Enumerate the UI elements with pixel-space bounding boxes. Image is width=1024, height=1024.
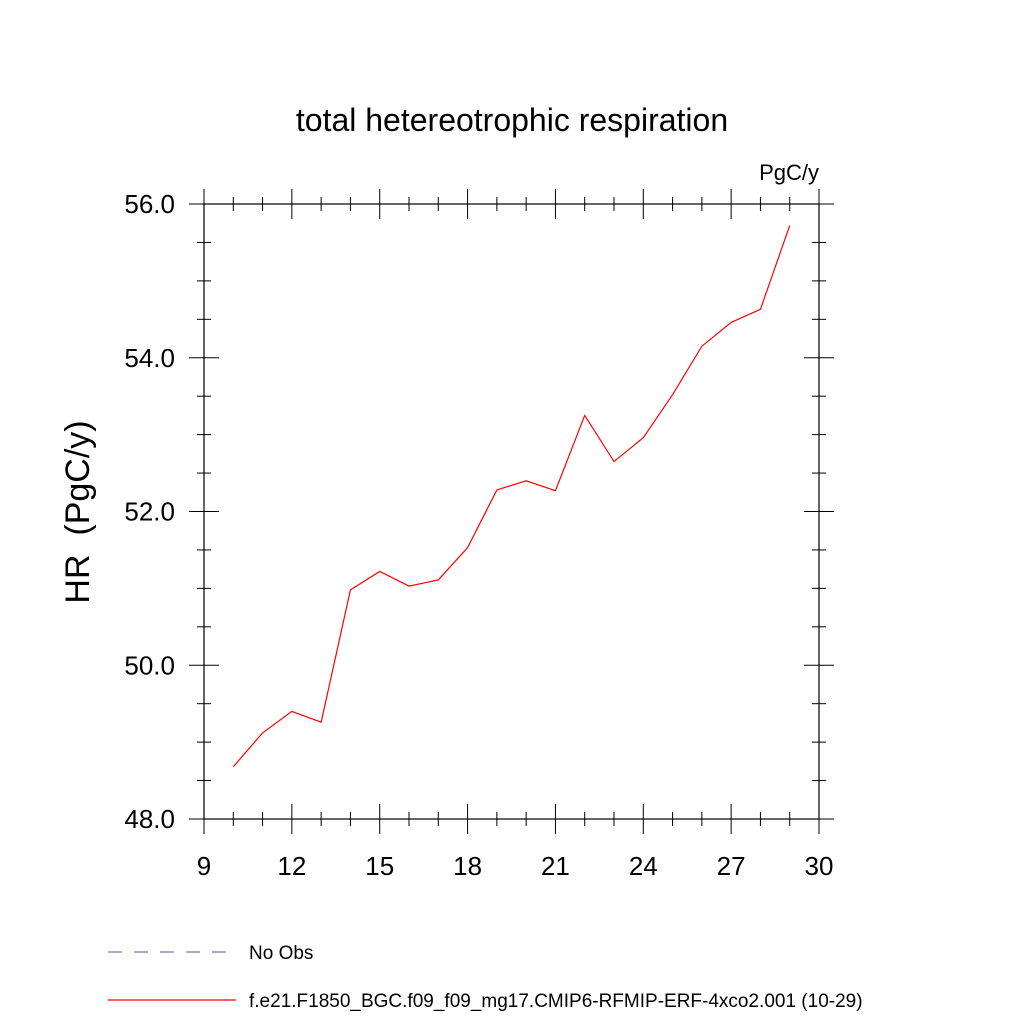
units-label: PgC/y bbox=[759, 160, 819, 185]
chart-title: total hetereotrophic respiration bbox=[296, 102, 728, 138]
y-tick-label: 50.0 bbox=[124, 650, 175, 680]
y-tick-label: 56.0 bbox=[124, 189, 175, 219]
y-axis-label: HR (PgC/y) bbox=[59, 420, 97, 603]
x-tick-label: 9 bbox=[197, 851, 211, 881]
plot-frame bbox=[203, 203, 820, 820]
legend-label: f.e21.F1850_BGC.f09_f09_mg17.CMIP6-RFMIP… bbox=[249, 991, 863, 1012]
y-tick-label: 54.0 bbox=[124, 343, 175, 373]
y-tick-label: 48.0 bbox=[124, 804, 175, 834]
x-tick-label: 18 bbox=[453, 851, 482, 881]
x-tick-label: 24 bbox=[629, 851, 658, 881]
legend-label: No Obs bbox=[249, 943, 313, 964]
x-tick-label: 12 bbox=[277, 851, 306, 881]
x-tick-label: 30 bbox=[805, 851, 834, 881]
x-tick-label: 15 bbox=[365, 851, 394, 881]
series-line-0 bbox=[232, 225, 791, 768]
legend: No Obs f.e21.F1850_BGC.f09_f09_mg17.CMIP6… bbox=[108, 943, 863, 1012]
series-layer bbox=[232, 225, 791, 768]
tick-labels: 9 12 15 18 21 24 27 30 48.0 50.0 52.0 54.0 56.0 bbox=[124, 189, 833, 881]
axis-ticks bbox=[189, 189, 834, 834]
y-tick-label: 52.0 bbox=[124, 497, 175, 527]
x-tick-label: 21 bbox=[541, 851, 570, 881]
x-tick-label: 27 bbox=[717, 851, 746, 881]
